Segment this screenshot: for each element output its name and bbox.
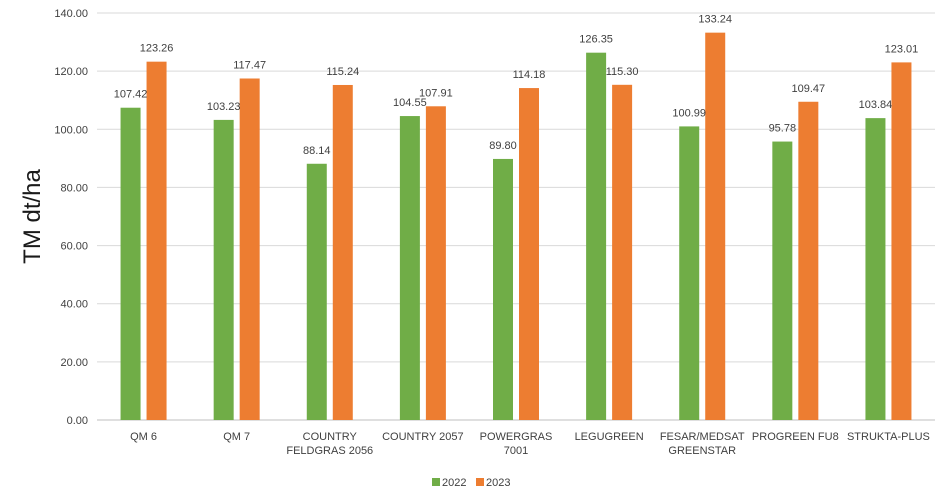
data-label-2023: 114.18 bbox=[513, 69, 546, 81]
bar-2022 bbox=[399, 116, 420, 420]
data-label-2023: 133.24 bbox=[698, 14, 732, 26]
data-label-2023: 115.24 bbox=[326, 66, 359, 78]
x-category-label: PROGREEN FU8 bbox=[752, 431, 839, 443]
y-axis-label: TM dt/ha bbox=[19, 169, 46, 264]
y-tick-label: 140.00 bbox=[54, 8, 88, 20]
y-tick-label: 0.00 bbox=[67, 415, 88, 427]
data-label-2023: 107.91 bbox=[419, 87, 453, 99]
y-tick-label: 40.00 bbox=[60, 299, 88, 311]
legend-swatch-2023 bbox=[476, 478, 484, 486]
x-category-label: LEGUGREEN bbox=[575, 431, 644, 443]
legend-label-2023: 2023 bbox=[486, 477, 510, 489]
legend: 2022 2023 bbox=[432, 477, 510, 489]
data-label-2022: 103.84 bbox=[859, 99, 893, 111]
data-label-2023: 109.47 bbox=[792, 83, 826, 95]
data-label-2022: 126.35 bbox=[579, 34, 613, 46]
bar-2023 bbox=[519, 88, 539, 420]
y-axis-tick-labels: 0.00 20.00 40.00 60.00 80.00 100.00 120.00 140.… bbox=[54, 8, 88, 427]
data-label-2022: 107.42 bbox=[114, 89, 148, 101]
data-label-2022: 103.23 bbox=[207, 101, 241, 113]
bar-2023 bbox=[425, 106, 446, 420]
data-label-2023: 117.47 bbox=[233, 59, 266, 71]
x-category-label: QM 7 bbox=[223, 431, 250, 443]
bar-2023 bbox=[891, 62, 912, 420]
bar-2022 bbox=[586, 52, 607, 421]
bar-2022 bbox=[120, 107, 141, 420]
legend-label-2022: 2022 bbox=[442, 477, 466, 489]
data-label-2022: 88.14 bbox=[303, 145, 331, 157]
bar-2022 bbox=[865, 118, 886, 420]
y-tick-label: 20.00 bbox=[60, 357, 88, 369]
bar-2022 bbox=[772, 141, 793, 420]
bar-2023 bbox=[612, 84, 633, 420]
data-label-2022: 104.55 bbox=[393, 97, 427, 109]
data-label-2022: 100.99 bbox=[672, 107, 706, 119]
y-tick-label: 100.00 bbox=[54, 124, 88, 136]
x-category-label: COUNTRY FELDGRAS 2056 bbox=[286, 431, 373, 457]
data-label-2023: 115.30 bbox=[606, 66, 639, 78]
data-label-2023: 123.26 bbox=[140, 43, 174, 55]
bar-2023 bbox=[332, 84, 353, 420]
bar-2022 bbox=[493, 158, 513, 420]
x-category-label: POWERGRAS 7001 bbox=[480, 431, 553, 457]
x-axis-category-labels: QM 6 QM 7 COUNTRY FELDGRAS 2056 COUNTRY 2057… bbox=[130, 431, 930, 457]
data-label-2022: 89.80 bbox=[489, 140, 517, 152]
x-category-label: QM 6 bbox=[130, 431, 157, 443]
x-category-label: STRUKTA-PLUS bbox=[847, 431, 930, 443]
y-tick-label: 80.00 bbox=[60, 182, 88, 194]
y-tick-label: 120.00 bbox=[54, 66, 88, 78]
legend-swatch-2022 bbox=[432, 478, 440, 486]
bar-2023 bbox=[239, 78, 260, 420]
bar-2023 bbox=[705, 32, 726, 421]
y-tick-label: 60.00 bbox=[60, 241, 88, 253]
bar-2023 bbox=[146, 61, 167, 420]
gridlines bbox=[97, 12, 935, 421]
bar-2022 bbox=[213, 119, 234, 421]
bar-2023 bbox=[798, 101, 819, 421]
x-category-label: FESAR/MEDSAT GREENSTAR bbox=[660, 431, 745, 457]
x-category-label: COUNTRY 2057 bbox=[382, 431, 464, 443]
bar-2022 bbox=[679, 126, 700, 420]
bars bbox=[120, 32, 912, 421]
data-label-2023: 123.01 bbox=[885, 43, 919, 55]
bar-2022 bbox=[306, 163, 327, 420]
data-labels: 107.42 103.23 88.14 104.55 89.80 126.35 100.99… bbox=[114, 14, 919, 157]
data-label-2022: 95.78 bbox=[769, 123, 797, 135]
